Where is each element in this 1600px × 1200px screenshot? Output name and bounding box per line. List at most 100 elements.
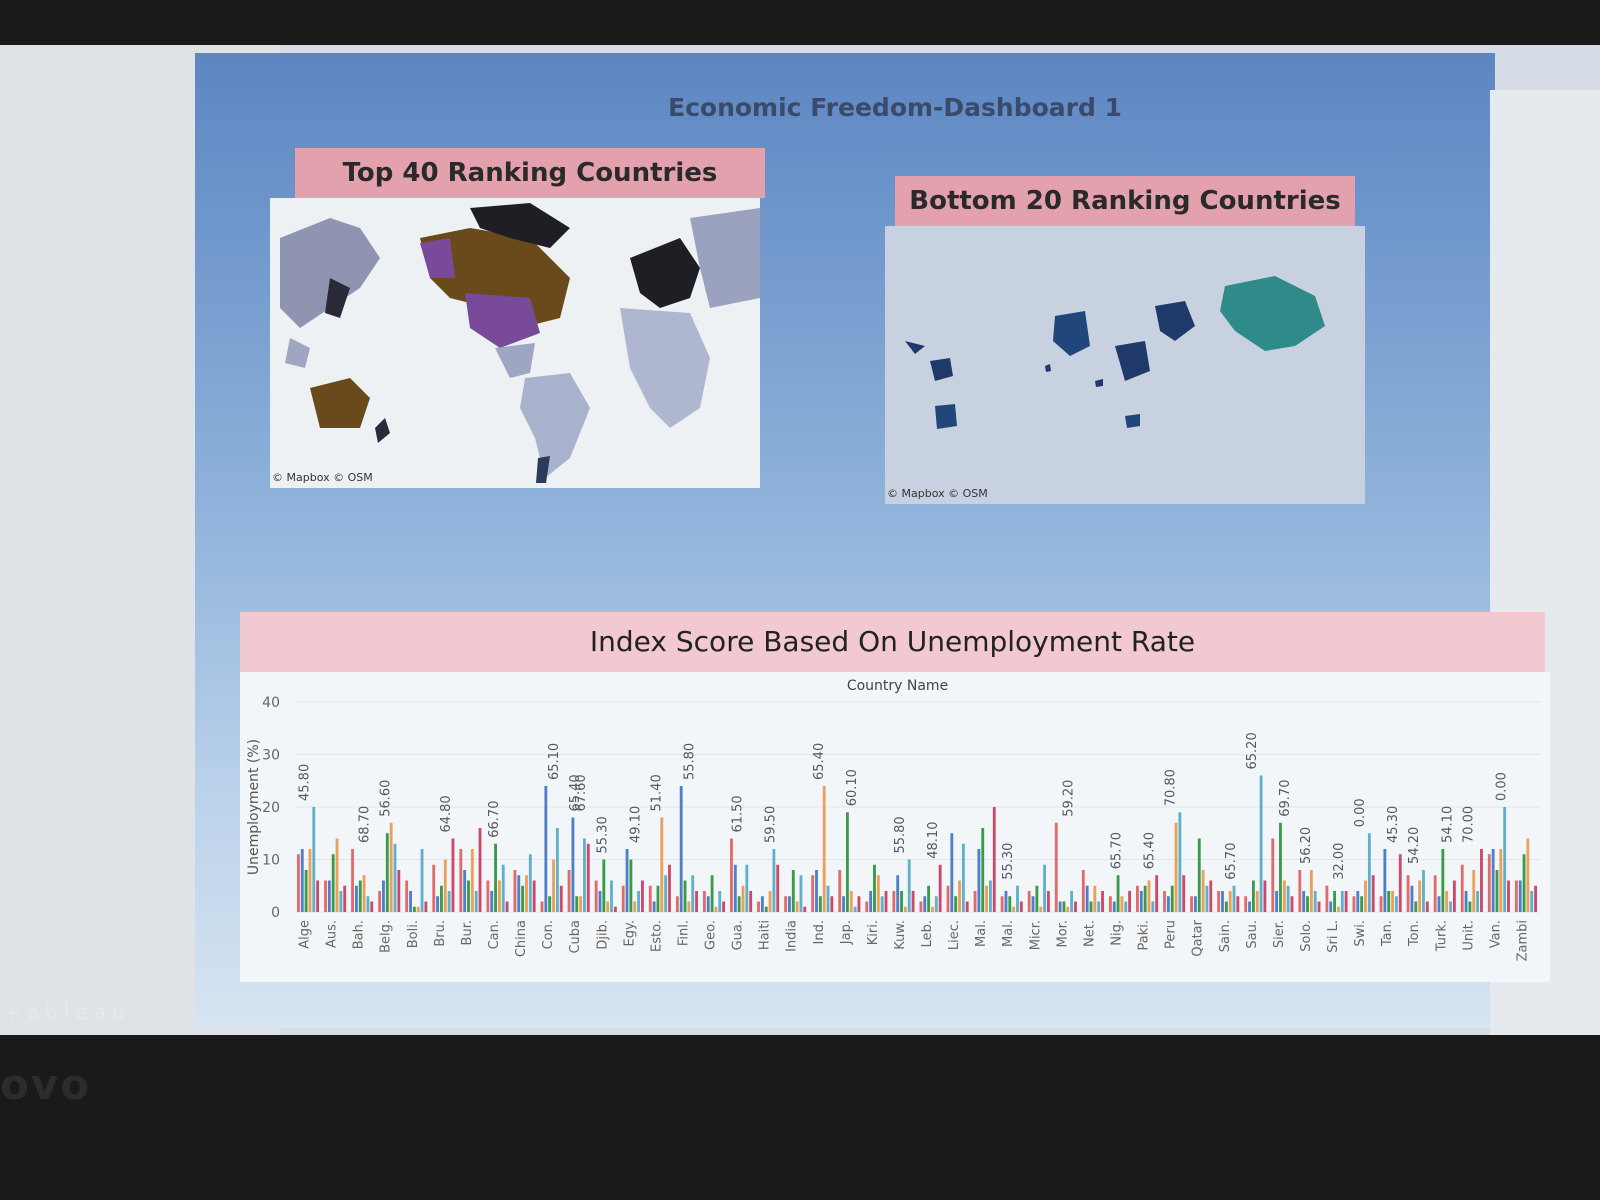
bar — [567, 870, 571, 912]
bar — [714, 906, 718, 912]
bar — [1290, 896, 1294, 912]
bar — [706, 896, 710, 912]
x-tick-label: Ind. — [812, 920, 827, 944]
bar — [687, 901, 691, 912]
x-tick-label: Finl. — [676, 920, 691, 946]
bar — [335, 838, 339, 912]
bar — [1383, 849, 1387, 912]
bar — [1259, 775, 1263, 912]
x-tick-label: Egy. — [622, 920, 637, 946]
x-tick-label: Solo. — [1299, 920, 1314, 952]
bar — [1309, 870, 1313, 912]
bar — [1418, 880, 1422, 912]
bar — [478, 828, 482, 912]
bar — [1112, 901, 1116, 912]
top-map[interactable]: © Mapbox © OSM — [270, 198, 760, 488]
bar — [876, 875, 880, 912]
bar — [405, 880, 409, 912]
bar — [327, 880, 331, 912]
bar — [1039, 906, 1043, 912]
bar — [1344, 891, 1348, 912]
bezel-logo: ovo — [0, 1060, 92, 1109]
bar — [540, 901, 544, 912]
x-tick-label: Bah. — [352, 920, 367, 949]
bar — [1503, 807, 1507, 912]
bar — [366, 896, 370, 912]
data-label: 68.70 — [358, 806, 373, 843]
bar — [842, 896, 845, 912]
bar — [602, 859, 606, 912]
bar — [606, 901, 610, 912]
bar — [397, 870, 401, 912]
bar — [1097, 901, 1101, 912]
x-tick-label: Con. — [541, 920, 556, 949]
bar — [505, 901, 509, 912]
bar — [710, 875, 714, 912]
bar — [470, 849, 474, 912]
unemployment-chart[interactable]: Country Name Unemployment (%) 0 10 20 30 40 Alg… — [240, 672, 1550, 982]
bar — [451, 838, 455, 912]
bar — [1136, 885, 1139, 912]
bar — [436, 896, 440, 912]
data-label: 61.50 — [731, 795, 746, 832]
bar — [648, 885, 652, 912]
bar — [1251, 880, 1255, 912]
bar — [521, 885, 525, 912]
data-label: 32.00 — [1332, 843, 1347, 880]
bar — [1414, 901, 1418, 912]
bar — [903, 906, 907, 912]
bar — [304, 870, 308, 912]
bar — [420, 849, 424, 912]
bar — [757, 901, 760, 912]
bar — [532, 880, 536, 912]
x-tick-label: Tan. — [1380, 920, 1395, 947]
bar — [1085, 885, 1089, 912]
bar — [977, 849, 981, 912]
bar — [308, 849, 312, 912]
chart-svg: Country Name Unemployment (%) 0 10 20 30 40 Alg… — [246, 678, 1540, 961]
data-label: 55.80 — [682, 743, 697, 780]
bar — [358, 880, 362, 912]
bar — [1514, 880, 1518, 912]
bar — [1507, 880, 1510, 912]
bar — [799, 875, 803, 912]
bar — [594, 880, 598, 912]
x-tick-label: Djib. — [595, 920, 610, 950]
bar — [772, 849, 776, 912]
bar — [1221, 891, 1224, 912]
x-tick-label: Mor. — [1055, 920, 1070, 947]
bar — [1224, 901, 1228, 912]
bar — [1197, 838, 1201, 912]
bar — [1016, 885, 1019, 912]
bar — [934, 896, 938, 912]
bar — [788, 896, 791, 912]
bar — [1445, 891, 1449, 912]
bar — [1394, 896, 1398, 912]
bar — [1391, 891, 1394, 912]
bar — [1422, 870, 1425, 912]
data-label: 69.70 — [1278, 780, 1293, 817]
bar — [896, 875, 900, 912]
data-label: 45.30 — [1386, 806, 1401, 843]
bar — [907, 859, 911, 912]
x-tick-label: Haiti — [758, 920, 773, 950]
bar — [745, 864, 749, 912]
bar — [1255, 891, 1259, 912]
bar — [1155, 875, 1159, 912]
bar — [1337, 906, 1340, 912]
bar — [583, 838, 586, 912]
bottom-map[interactable]: © Mapbox © OSM — [885, 226, 1365, 504]
y-tick-label: 0 — [271, 905, 280, 921]
column-header: Country Name — [847, 678, 948, 694]
bar — [961, 843, 965, 912]
bar — [1352, 896, 1356, 912]
x-tick-label: Ton. — [1407, 920, 1422, 947]
bar — [838, 870, 842, 912]
bar — [1499, 849, 1503, 912]
bar — [497, 880, 501, 912]
bar — [1046, 891, 1050, 912]
x-tick-label: Sri L. — [1326, 920, 1341, 953]
bar — [695, 891, 698, 912]
bar — [362, 875, 366, 912]
bar — [1000, 896, 1004, 912]
